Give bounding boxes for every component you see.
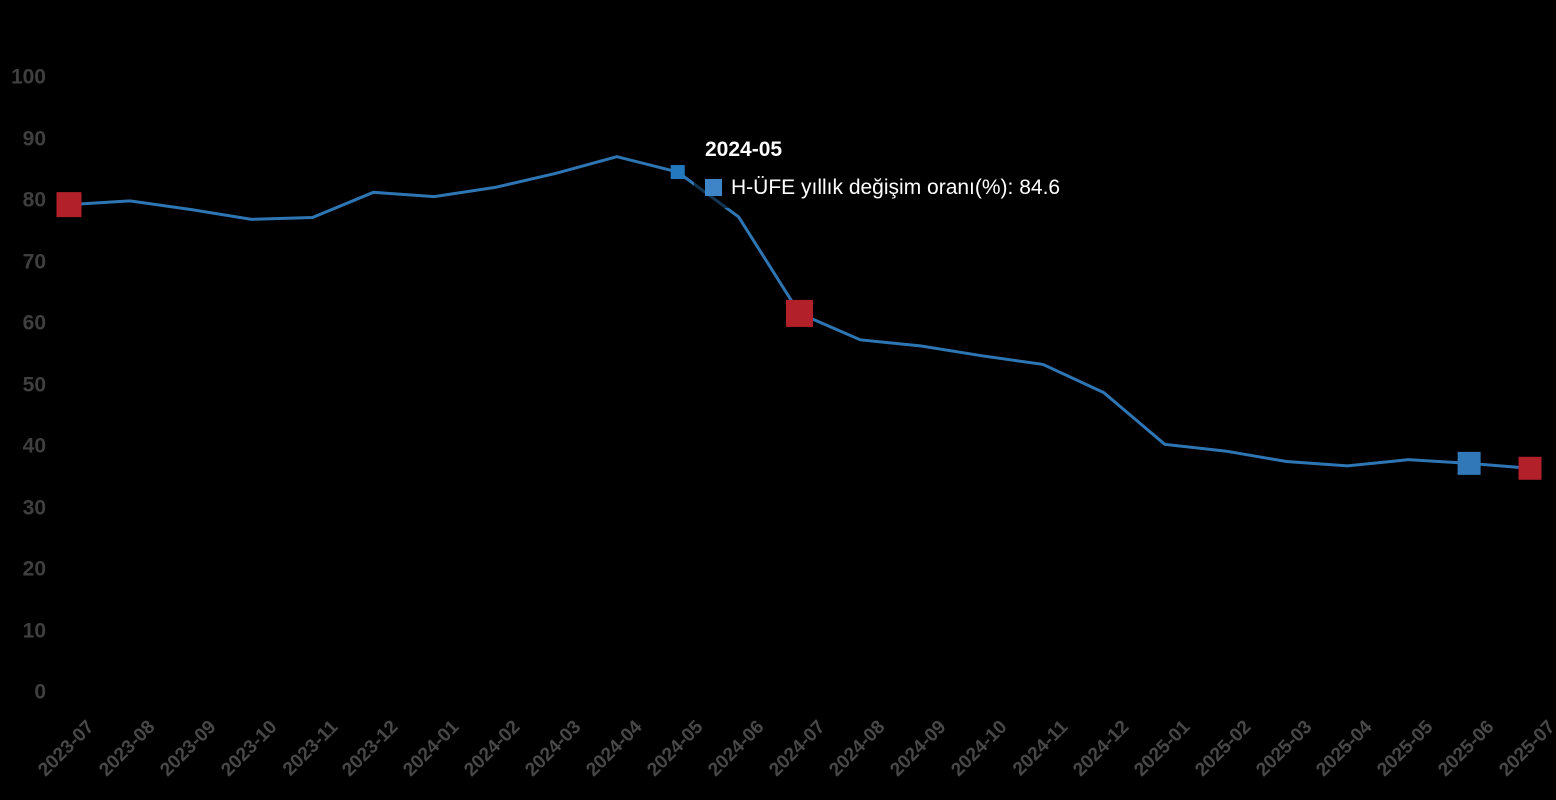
y-axis-tick-label: 0 — [34, 680, 46, 704]
y-axis-tick-label: 80 — [22, 188, 46, 212]
data-point-marker[interactable] — [56, 192, 82, 218]
y-axis-tick-label: 40 — [22, 434, 46, 458]
y-axis-tick-label: 90 — [22, 127, 46, 151]
data-point-marker[interactable] — [1518, 456, 1542, 480]
y-axis-tick-label: 100 — [10, 65, 46, 89]
y-axis-tick-label: 20 — [22, 557, 46, 581]
data-point-marker[interactable] — [1457, 451, 1481, 475]
highlighted-data-point[interactable] — [670, 165, 685, 180]
y-axis-tick-label: 60 — [22, 311, 46, 335]
y-axis-tick-label: 10 — [22, 619, 46, 643]
y-axis-tick-label: 50 — [22, 373, 46, 397]
y-axis-tick-label: 70 — [22, 250, 46, 274]
y-axis-tick-label: 30 — [22, 496, 46, 520]
data-point-marker[interactable] — [786, 299, 813, 327]
